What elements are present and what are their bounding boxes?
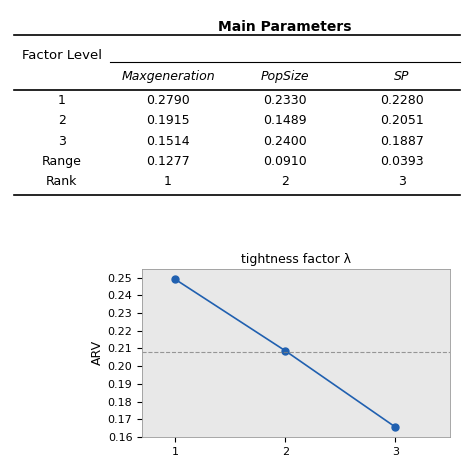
Text: Maxgeneration: Maxgeneration xyxy=(121,70,215,83)
Text: 2: 2 xyxy=(281,175,289,188)
Text: Main Parameters: Main Parameters xyxy=(218,20,352,34)
Text: SP: SP xyxy=(394,70,409,83)
Text: 0.0393: 0.0393 xyxy=(380,155,423,168)
Text: 0.1915: 0.1915 xyxy=(146,114,190,127)
Text: 2: 2 xyxy=(58,114,66,127)
Text: 0.1887: 0.1887 xyxy=(380,134,423,148)
Text: 0.2051: 0.2051 xyxy=(380,114,423,127)
Text: 0.1277: 0.1277 xyxy=(146,155,190,168)
Text: 0.0910: 0.0910 xyxy=(263,155,307,168)
Text: 0.2330: 0.2330 xyxy=(263,94,307,107)
Text: 1: 1 xyxy=(164,175,172,188)
Y-axis label: ARV: ARV xyxy=(91,340,103,366)
Text: 0.1489: 0.1489 xyxy=(263,114,307,127)
Text: 3: 3 xyxy=(398,175,406,188)
Text: Factor Level: Factor Level xyxy=(22,49,102,62)
Text: PopSize: PopSize xyxy=(261,70,309,83)
Text: Rank: Rank xyxy=(46,175,77,188)
Title: tightness factor λ: tightness factor λ xyxy=(241,253,351,266)
Text: 3: 3 xyxy=(58,134,66,148)
Text: 0.1514: 0.1514 xyxy=(146,134,190,148)
Text: 0.2400: 0.2400 xyxy=(263,134,307,148)
Text: Range: Range xyxy=(42,155,82,168)
Text: 0.2280: 0.2280 xyxy=(380,94,423,107)
Text: 0.2790: 0.2790 xyxy=(146,94,190,107)
Text: 1: 1 xyxy=(58,94,66,107)
